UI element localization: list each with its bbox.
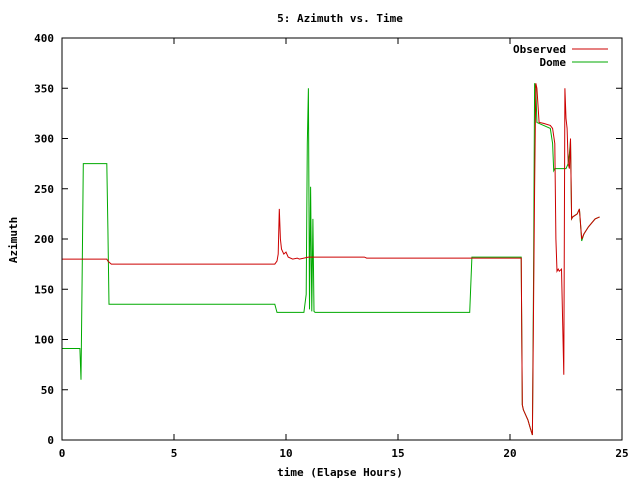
x-tick-label: 5 bbox=[171, 447, 178, 460]
y-tick-label: 50 bbox=[41, 384, 54, 397]
plot-layer bbox=[62, 83, 600, 436]
legend-label-dome: Dome bbox=[540, 56, 567, 69]
x-tick-label: 0 bbox=[59, 447, 66, 460]
y-tick-label: 200 bbox=[34, 233, 54, 246]
y-tick-label: 350 bbox=[34, 82, 54, 95]
y-tick-label: 150 bbox=[34, 283, 54, 296]
x-axis-title: time (Elapse Hours) bbox=[277, 466, 403, 479]
y-tick-label: 0 bbox=[47, 434, 54, 447]
y-tick-label: 300 bbox=[34, 133, 54, 146]
y-tick-label: 100 bbox=[34, 334, 54, 347]
x-tick-label: 25 bbox=[615, 447, 628, 460]
x-tick-label: 10 bbox=[279, 447, 292, 460]
x-tick-label: 20 bbox=[503, 447, 516, 460]
y-axis-title: Azimuth bbox=[7, 217, 20, 263]
legend-label-observed: Observed bbox=[513, 43, 566, 56]
series-line-observed bbox=[62, 83, 600, 436]
chart-title: 5: Azimuth vs. Time bbox=[277, 12, 403, 25]
x-tick-label: 15 bbox=[391, 447, 404, 460]
y-tick-label: 250 bbox=[34, 183, 54, 196]
y-tick-label: 400 bbox=[34, 32, 54, 45]
